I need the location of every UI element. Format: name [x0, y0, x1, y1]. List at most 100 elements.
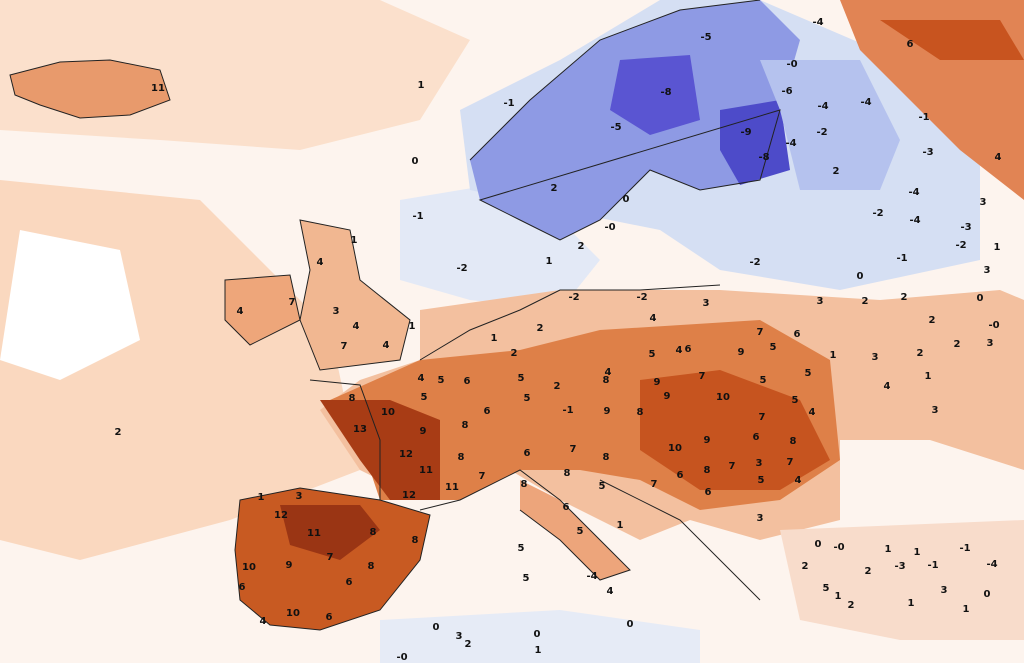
- anomaly-label: 10: [381, 407, 395, 418]
- anomaly-label: 4: [809, 407, 816, 418]
- anomaly-label: 8: [521, 479, 528, 490]
- anomaly-label: 1: [491, 333, 498, 344]
- anomaly-label: 12: [399, 449, 413, 460]
- anomaly-label: 8: [790, 436, 797, 447]
- anomaly-label: 8: [368, 561, 375, 572]
- anomaly-label: 3: [817, 296, 824, 307]
- anomaly-label: 1: [994, 242, 1001, 253]
- anomaly-label: 7: [341, 341, 348, 352]
- anomaly-label: 5: [805, 368, 812, 379]
- anomaly-label: 3: [296, 491, 303, 502]
- anomaly-label: 4: [353, 321, 360, 332]
- anomaly-label: 2: [115, 427, 122, 438]
- anomaly-label: -9: [740, 127, 751, 138]
- anomaly-label: 8: [462, 420, 469, 431]
- anomaly-label: -4: [860, 97, 871, 108]
- anomaly-label: 11: [151, 83, 165, 94]
- anomaly-label: 0: [412, 156, 419, 167]
- anomaly-label: 2: [551, 183, 558, 194]
- anomaly-label: 7: [479, 471, 486, 482]
- anomaly-label: 3: [703, 298, 710, 309]
- anomaly-label: -3: [922, 147, 933, 158]
- anomaly-label: 5: [649, 349, 656, 360]
- anomaly-label: -3: [960, 222, 971, 233]
- anomaly-label: 8: [370, 527, 377, 538]
- anomaly-label: -4: [986, 559, 997, 570]
- anomaly-label: 2: [901, 292, 908, 303]
- anomaly-label: -4: [785, 138, 796, 149]
- anomaly-label: -8: [660, 87, 671, 98]
- anomaly-label: -2: [749, 257, 760, 268]
- anomaly-label: 7: [729, 461, 736, 472]
- anomaly-label: 5: [770, 342, 777, 353]
- anomaly-label: 10: [242, 562, 256, 573]
- anomaly-label: -5: [700, 32, 711, 43]
- anomaly-label: -0: [604, 222, 615, 233]
- anomaly-label: 3: [984, 265, 991, 276]
- anomaly-label: -5: [610, 122, 621, 133]
- anomaly-label: 8: [458, 452, 465, 463]
- anomaly-label: 5: [524, 393, 531, 404]
- anomaly-label: -1: [412, 211, 423, 222]
- anomaly-label: 4: [607, 586, 614, 597]
- anomaly-label: 9: [286, 560, 293, 571]
- anomaly-label: -4: [812, 17, 823, 28]
- anomaly-label: 12: [402, 490, 416, 501]
- anomaly-label: -4: [817, 101, 828, 112]
- anomaly-label: 3: [757, 513, 764, 524]
- anomaly-label: 5: [792, 395, 799, 406]
- anomaly-label: 2: [929, 315, 936, 326]
- anomaly-label: -1: [562, 405, 573, 416]
- anomaly-label: 9: [654, 377, 661, 388]
- anomaly-label: 4: [383, 340, 390, 351]
- anomaly-label: 1: [258, 492, 265, 503]
- anomaly-label: 0: [623, 194, 630, 205]
- anomaly-label: 6: [464, 376, 471, 387]
- anomaly-label: 13: [353, 424, 367, 435]
- anomaly-label: -4: [586, 571, 597, 582]
- anomaly-label: 2: [865, 566, 872, 577]
- anomaly-label: 6: [685, 344, 692, 355]
- anomaly-label: 12: [274, 510, 288, 521]
- anomaly-label: 5: [760, 375, 767, 386]
- anomaly-label: 6: [794, 329, 801, 340]
- anomaly-label: -0: [786, 59, 797, 70]
- anomaly-label: 0: [977, 293, 984, 304]
- anomaly-label: 3: [456, 631, 463, 642]
- anomaly-label: 10: [716, 392, 730, 403]
- anomaly-label: 9: [664, 391, 671, 402]
- anomaly-label: 1: [409, 321, 416, 332]
- anomaly-label: 5: [577, 526, 584, 537]
- anomaly-label: 5: [518, 543, 525, 554]
- anomaly-label: 2: [465, 639, 472, 650]
- anomaly-label: 2: [917, 348, 924, 359]
- anomaly-label: 11: [445, 482, 459, 493]
- anomaly-label: 7: [787, 457, 794, 468]
- anomaly-label: 8: [704, 465, 711, 476]
- anomaly-label: 1: [617, 520, 624, 531]
- anomaly-label: 8: [412, 535, 419, 546]
- anomaly-label: 1: [925, 371, 932, 382]
- anomaly-label: 4: [260, 616, 267, 627]
- anomaly-label: 11: [307, 528, 321, 539]
- anomaly-label: 2: [511, 348, 518, 359]
- anomaly-label: 5: [438, 375, 445, 386]
- anomaly-label: 7: [570, 444, 577, 455]
- anomaly-label: 6: [907, 39, 914, 50]
- anomaly-label: 8: [564, 468, 571, 479]
- anomaly-label: -2: [636, 292, 647, 303]
- anomaly-label: 2: [848, 600, 855, 611]
- anomaly-label: 9: [420, 426, 427, 437]
- anomaly-label: -1: [918, 112, 929, 123]
- anomaly-label: 4: [676, 345, 683, 356]
- anomaly-label: 1: [830, 350, 837, 361]
- anomaly-label: -2: [955, 240, 966, 251]
- anomaly-label: 4: [605, 367, 612, 378]
- anomaly-label: 2: [802, 561, 809, 572]
- anomaly-label: 6: [705, 487, 712, 498]
- anomaly-label: 7: [327, 552, 334, 563]
- anomaly-label: 0: [534, 629, 541, 640]
- anomaly-label: 6: [239, 582, 246, 593]
- anomaly-label: 4: [650, 313, 657, 324]
